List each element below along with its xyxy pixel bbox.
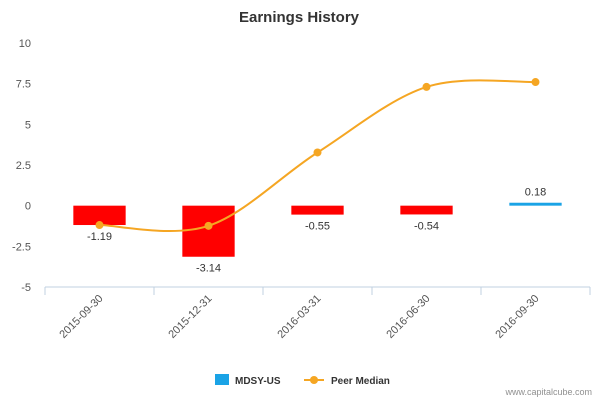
x-tick-label: 2015-12-31 — [166, 293, 214, 341]
peer-median-point[interactable] — [95, 221, 104, 230]
y-tick-label: 5 — [25, 119, 31, 131]
bar-series — [73, 202, 562, 257]
peer-median-point[interactable] — [204, 221, 213, 230]
y-tick-label: 10 — [19, 38, 31, 50]
bar[interactable] — [400, 205, 453, 215]
legend-swatch-peer-marker — [310, 376, 318, 384]
peer-median-point[interactable] — [313, 148, 322, 157]
chart-title: Earnings History — [239, 9, 360, 26]
x-tick-label: 2016-03-31 — [275, 293, 323, 341]
bar-data-label: -0.54 — [414, 220, 439, 232]
x-axis-tick-marks — [44, 287, 591, 295]
bar[interactable] — [182, 205, 235, 257]
bar[interactable] — [509, 202, 562, 206]
legend[interactable]: MDSY-US Peer Median — [215, 374, 390, 387]
bar-data-label: -0.55 — [305, 221, 330, 233]
source-credit[interactable]: www.capitalcube.com — [504, 387, 592, 397]
x-axis-ticks: 2015-09-30 2015-12-31 2016-03-31 2016-06-30… — [57, 293, 541, 341]
peer-median-series — [95, 78, 540, 232]
bar-data-label: 0.18 — [525, 187, 546, 199]
legend-label-peer-median[interactable]: Peer Median — [331, 376, 390, 387]
y-axis-ticks: 10 7.5 5 2.5 0 -2.5 -5 — [12, 38, 31, 294]
peer-median-point[interactable] — [422, 82, 431, 91]
x-tick-label: 2016-09-30 — [493, 293, 541, 341]
peer-median-point[interactable] — [531, 78, 540, 87]
legend-label-mdsy[interactable]: MDSY-US — [235, 376, 281, 387]
data-labels: -1.19 -3.14 -0.55 -0.54 0.18 — [87, 187, 546, 275]
y-tick-label: 0 — [25, 201, 31, 213]
x-tick-label: 2015-09-30 — [57, 293, 105, 341]
bar-data-label: -3.14 — [196, 263, 221, 275]
bar-data-label: -1.19 — [87, 231, 112, 243]
y-tick-label: 2.5 — [16, 160, 31, 172]
y-tick-label: 7.5 — [16, 79, 31, 91]
bar[interactable] — [73, 205, 126, 226]
y-tick-label: -5 — [21, 282, 31, 294]
x-tick-label: 2016-06-30 — [384, 293, 432, 341]
bar[interactable] — [291, 205, 344, 215]
legend-swatch-mdsy — [215, 374, 229, 385]
y-tick-label: -2.5 — [12, 241, 31, 253]
